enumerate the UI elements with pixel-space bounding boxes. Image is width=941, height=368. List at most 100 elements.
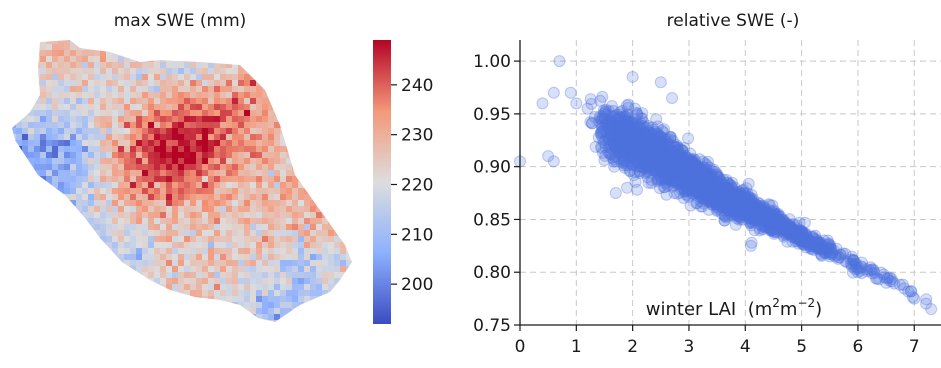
map-cell	[304, 44, 310, 50]
map-cell	[316, 98, 322, 104]
map-cell	[280, 158, 286, 164]
map-cell	[256, 80, 262, 86]
map-cell	[166, 134, 172, 140]
map-cell	[262, 140, 268, 146]
map-cell	[328, 314, 334, 320]
map-cell	[346, 146, 352, 152]
map-cell	[268, 38, 274, 44]
map-cell	[316, 50, 322, 56]
map-cell	[112, 50, 118, 56]
map-cell	[130, 320, 136, 326]
map-cell	[130, 140, 136, 146]
map-cell	[40, 128, 46, 134]
map-cell	[190, 170, 196, 176]
map-cell	[268, 188, 274, 194]
map-cell	[244, 314, 250, 320]
map-cell	[124, 104, 130, 110]
map-cell	[244, 116, 250, 122]
map-cell	[184, 290, 190, 296]
map-cell	[286, 308, 292, 314]
map-cell	[352, 188, 358, 194]
map-cell	[280, 320, 286, 326]
map-cell	[214, 224, 220, 230]
map-cell	[352, 290, 358, 296]
map-cell	[334, 248, 340, 254]
map-cell	[40, 248, 46, 254]
map-cell	[40, 254, 46, 260]
map-cell	[10, 140, 16, 146]
map-cell	[310, 314, 316, 320]
map-cell	[214, 242, 220, 248]
map-cell	[340, 188, 346, 194]
map-cell	[250, 98, 256, 104]
map-cell	[148, 140, 154, 146]
map-cell	[28, 140, 34, 146]
map-cell	[238, 266, 244, 272]
map-cell	[196, 200, 202, 206]
map-cell	[346, 74, 352, 80]
map-cell	[262, 98, 268, 104]
map-cell	[286, 278, 292, 284]
map-cell	[250, 290, 256, 296]
map-cell	[214, 254, 220, 260]
map-cell	[154, 80, 160, 86]
map-cell	[256, 68, 262, 74]
map-cell	[148, 284, 154, 290]
map-cell	[256, 254, 262, 260]
map-cell	[34, 164, 40, 170]
map-cell	[106, 44, 112, 50]
map-cell	[244, 92, 250, 98]
map-cell	[148, 164, 154, 170]
map-cell	[316, 218, 322, 224]
map-cell	[226, 302, 232, 308]
map-cell	[142, 224, 148, 230]
map-cell	[154, 92, 160, 98]
map-cell	[82, 44, 88, 50]
map-cell	[190, 320, 196, 326]
map-cell	[154, 44, 160, 50]
map-cell	[82, 170, 88, 176]
map-cell	[268, 296, 274, 302]
map-cell	[346, 320, 352, 326]
map-cell	[346, 218, 352, 224]
map-cell	[208, 242, 214, 248]
map-cell	[238, 290, 244, 296]
map-cell	[244, 194, 250, 200]
map-cell	[94, 284, 100, 290]
map-cell	[124, 224, 130, 230]
map-cell	[58, 98, 64, 104]
map-cell	[76, 80, 82, 86]
map-cell	[322, 302, 328, 308]
map-cell	[190, 38, 196, 44]
map-cell	[118, 86, 124, 92]
map-cell	[238, 200, 244, 206]
map-cell	[238, 296, 244, 302]
map-cell	[238, 68, 244, 74]
map-cell	[178, 98, 184, 104]
map-cell	[220, 176, 226, 182]
map-cell	[304, 188, 310, 194]
map-cell	[166, 284, 172, 290]
map-cell	[346, 188, 352, 194]
map-cell	[220, 50, 226, 56]
map-cell	[64, 230, 70, 236]
map-cell	[346, 134, 352, 140]
map-cell	[124, 194, 130, 200]
map-cell	[46, 194, 52, 200]
map-cell	[322, 266, 328, 272]
map-cell	[286, 122, 292, 128]
map-cell	[64, 110, 70, 116]
map-cell	[124, 140, 130, 146]
map-cell	[172, 242, 178, 248]
map-cell	[202, 236, 208, 242]
map-cell	[334, 74, 340, 80]
map-cell	[118, 80, 124, 86]
map-cell	[154, 194, 160, 200]
map-cell	[46, 38, 52, 44]
map-cell	[100, 92, 106, 98]
map-cell	[184, 140, 190, 146]
map-cell	[286, 188, 292, 194]
map-cell	[238, 188, 244, 194]
map-cell	[142, 146, 148, 152]
map-cell	[58, 152, 64, 158]
